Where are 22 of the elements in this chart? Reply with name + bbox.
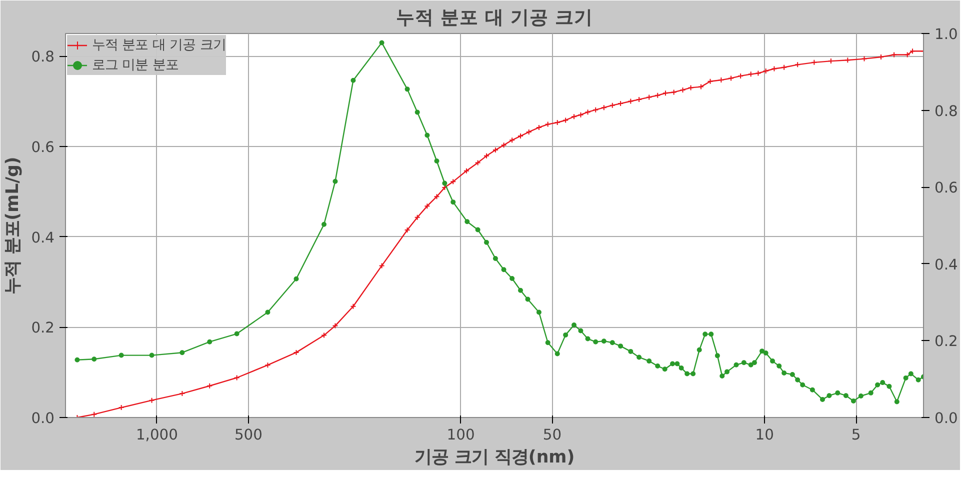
x-tick-label: 5: [851, 426, 861, 444]
y-tick-label: 0.2: [31, 320, 55, 337]
x-tick-label: 500: [234, 426, 262, 444]
y-tick-label: 0.8: [31, 48, 55, 66]
x-tick-label: 50: [542, 426, 562, 444]
x-tick-label: 10: [755, 426, 774, 444]
x-tick-label: 100: [446, 426, 475, 444]
x-axis-title: 기공 크기 직경(nm): [414, 448, 575, 468]
y2-tick-label: 0.2: [934, 333, 958, 350]
legend-label: 누적 분포 대 기공 크기: [92, 37, 226, 54]
y-axis-title: 누적 분포(mL/g): [3, 156, 24, 294]
y2-tick-label: 0.8: [934, 102, 958, 120]
legend-label: 로그 미분 분포: [92, 57, 178, 74]
y2-tick-label: 0.4: [934, 256, 958, 274]
y-tick-label: 0.6: [31, 138, 55, 156]
y-tick-label: 0.0: [31, 410, 55, 427]
y2-tick-label: 0.0: [934, 410, 958, 427]
y-tick-label: 0.4: [31, 229, 55, 246]
y2-tick-label: 0.6: [934, 180, 958, 197]
x-tick-label: 1,000: [136, 426, 178, 444]
y2-tick-label: 1.0: [934, 26, 958, 43]
chart-title: 누적 분포 대 기공 크기: [396, 8, 593, 28]
